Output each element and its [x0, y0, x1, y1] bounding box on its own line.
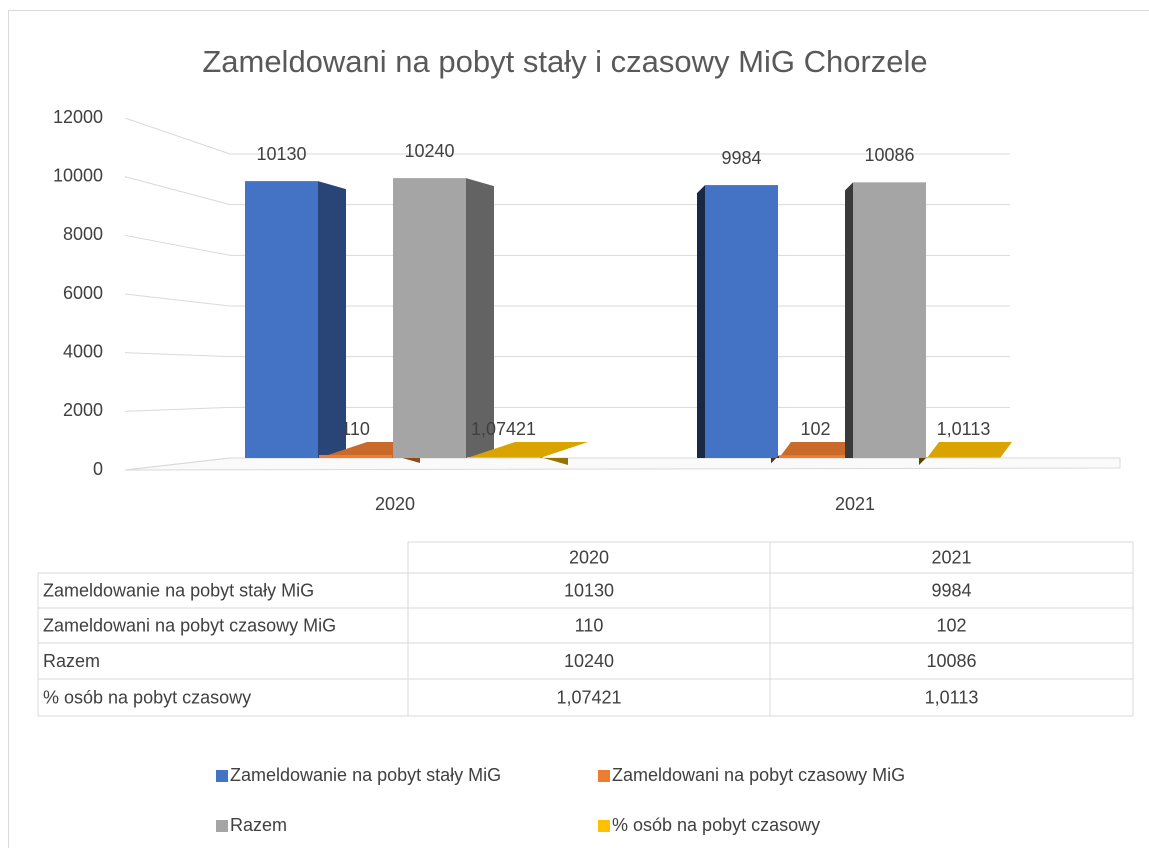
table-row-label: Zameldowanie na pobyt stały MiG [43, 580, 314, 600]
y-tick-label: 10000 [53, 165, 103, 185]
table-cell: 1,07421 [556, 687, 621, 707]
data-label: 10130 [256, 144, 306, 164]
bar [245, 181, 346, 458]
bar-side [540, 457, 568, 465]
table-cell: 110 [575, 615, 604, 635]
bar-front [319, 454, 392, 458]
data-label: 10086 [864, 145, 914, 165]
x-tick-label: 2021 [835, 494, 875, 514]
bar [467, 442, 588, 465]
legend-swatch [216, 770, 228, 782]
bar-front [927, 457, 1000, 458]
y-tick-label: 4000 [63, 341, 103, 361]
data-label: 102 [800, 419, 830, 439]
table-cell: 1,0113 [925, 687, 979, 707]
bar-front [467, 457, 540, 458]
y-tick-label: 6000 [63, 283, 103, 303]
table-header: 2020 [569, 547, 609, 567]
bar-side [697, 185, 705, 458]
bar-top [927, 442, 1012, 458]
chart-frame [8, 10, 1149, 848]
legend-label: Razem [230, 815, 287, 835]
bar-side [919, 457, 927, 465]
y-tick-label: 0 [93, 459, 103, 479]
legend-swatch [598, 770, 610, 782]
bar-side [845, 182, 853, 459]
data-label: 110 [341, 419, 370, 439]
data-label: 9984 [721, 148, 761, 168]
bar [919, 442, 1012, 465]
table-cell: 102 [936, 615, 966, 635]
y-tick-label: 2000 [63, 400, 103, 420]
bar-top [779, 442, 864, 458]
chart-title: Zameldowani na pobyt stały i czasowy MiG… [202, 44, 927, 79]
legend-swatch [216, 820, 228, 832]
table-row-label: Zameldowani na pobyt czasowy MiG [43, 615, 336, 635]
bar [771, 442, 864, 464]
bar-front [245, 181, 318, 458]
bar-front [705, 185, 778, 458]
bar [697, 185, 778, 458]
floor [124, 457, 1121, 471]
bar-front [779, 455, 852, 458]
bar-side [771, 455, 779, 464]
grid-line [124, 117, 1010, 155]
legend-label: Zameldowani na pobyt czasowy MiG [612, 765, 905, 785]
data-label: 1,07421 [471, 419, 536, 439]
x-tick-label: 2020 [375, 494, 415, 514]
table-cell: 10240 [564, 651, 614, 671]
bar-front [853, 182, 926, 459]
bar [393, 178, 494, 458]
bar-side [466, 178, 494, 458]
bar [845, 182, 926, 459]
y-tick-label: 12000 [53, 107, 103, 127]
legend-label: Zameldowanie na pobyt stały MiG [230, 765, 501, 785]
bar-side [318, 181, 346, 458]
table-header: 2021 [931, 547, 971, 567]
y-tick-label: 8000 [63, 224, 103, 244]
data-label: 1,0113 [937, 419, 991, 439]
legend-swatch [598, 820, 610, 832]
bar-top [467, 442, 588, 458]
legend-label: % osób na pobyt czasowy [612, 815, 820, 835]
table-cell: 10086 [926, 651, 976, 671]
table-row-label: Razem [43, 651, 100, 671]
data-label: 10240 [404, 141, 454, 161]
bar-front [393, 178, 466, 458]
table-cell: 9984 [931, 580, 971, 600]
table-cell: 10130 [564, 580, 614, 600]
table-row-label: % osób na pobyt czasowy [43, 687, 251, 707]
